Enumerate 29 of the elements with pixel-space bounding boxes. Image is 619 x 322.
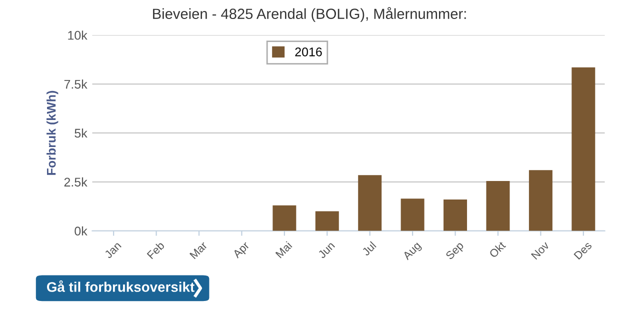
bar [444,200,468,231]
x-tick-label: Okt [488,240,506,258]
bar [315,211,339,231]
x-tick-label: Mar [190,241,208,260]
bar [486,180,510,231]
x-tick-label: Feb [146,240,165,260]
legend-label: 2016 [295,47,322,56]
bar [400,198,424,231]
bar [272,205,296,231]
chart-title: Bieveien - 4825 Arendal (BOLIG), Målernummer: [153,7,466,22]
bar [528,170,552,231]
x-tick-label: Nov [530,240,550,260]
x-tick-label: Jan [104,241,122,259]
x-tick-label: Jun [318,241,336,259]
y-tick-label: 10k [68,30,88,40]
y-axis-title: Forbruk (kWh) [46,90,58,175]
y-tick-label: 0k [74,226,88,236]
x-tick-label: Aug [402,241,423,262]
bar [572,67,596,231]
text: Gå til forbruksoversikt [46,280,194,292]
x-tick-label: Mai [275,241,292,258]
x-tick-label: Jul [361,241,376,256]
x-tick-label: Apr [232,241,252,260]
y-tick-label: 5k [74,128,88,138]
bar [358,175,382,231]
y-tick-label: 7.5k [64,80,88,89]
x-tick-label: Sep [445,241,466,262]
x-tick-label: Des [574,241,592,260]
y-tick-label: 2.5k [64,177,88,187]
